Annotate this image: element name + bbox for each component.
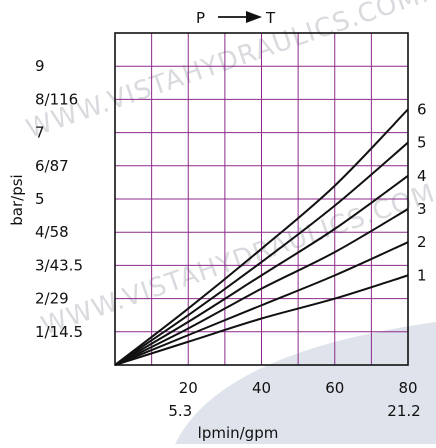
x-tick-sublabel: 5.3: [168, 402, 192, 420]
x-tick-label: 60: [325, 379, 344, 397]
watermark-layer: WWW.VISTAHYDRAULICS.COM.BRWWW.VISTAHYDRA…: [23, 0, 436, 342]
series-label: 5: [417, 134, 427, 152]
y-tick-labels: 1/14.5 2/29 3/43.5 4/58 5 6/87 7 8/116 9: [35, 57, 83, 341]
y-tick-label: 3/43.5: [35, 256, 83, 274]
direction-to-label: T: [265, 9, 276, 27]
background-swoosh: [175, 322, 436, 444]
plot-frame: [114, 32, 409, 366]
series-label: 1: [417, 266, 427, 284]
x-tick-labels: 20 5.3 40 60 80 21.2: [168, 379, 420, 420]
y-tick-label: 4/58: [35, 223, 69, 241]
series-label: 3: [417, 200, 427, 218]
series-curves: [114, 108, 409, 366]
grid: [115, 33, 408, 365]
series-line-1: [114, 274, 409, 366]
y-tick-label: 9: [35, 57, 45, 75]
y-tick-label: 6/87: [35, 157, 69, 175]
x-tick-sublabel: 21.2: [387, 402, 420, 420]
series-label: 6: [417, 100, 427, 118]
flow-direction-indicator: P T: [196, 9, 276, 27]
series-line-4: [114, 174, 409, 366]
watermark-text: WWW.VISTAHYDRAULICS.COM.BR: [23, 0, 436, 145]
direction-from-label: P: [196, 9, 205, 27]
x-axis-label: lpmin/gpm: [198, 424, 279, 442]
x-tick-label: 80: [398, 379, 417, 397]
direction-arrow-head: [246, 11, 262, 23]
series-labels: 1 2 3 4 5 6: [417, 100, 427, 284]
y-tick-label: 1/14.5: [35, 323, 83, 341]
x-tick-label: 20: [179, 379, 198, 397]
series-label: 2: [417, 233, 427, 251]
series-line-2: [114, 241, 409, 366]
series-line-5: [114, 141, 409, 366]
y-axis-label: bar/psi: [8, 174, 26, 225]
y-tick-label: 2/29: [35, 290, 69, 308]
series-line-6: [114, 108, 409, 366]
y-tick-label: 5: [35, 190, 45, 208]
series-line-3: [114, 208, 409, 366]
x-tick-label: 40: [252, 379, 271, 397]
y-tick-label: 8/116: [35, 90, 78, 108]
series-label: 4: [417, 167, 427, 185]
y-tick-label: 7: [35, 124, 45, 142]
